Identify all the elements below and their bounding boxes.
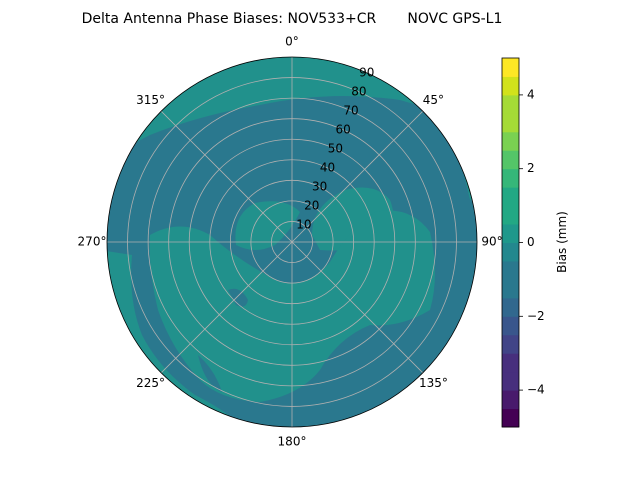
polar-grid [107, 57, 477, 427]
colorbar-tick-label: 0 [527, 235, 535, 249]
colorbar-tick-label: −4 [527, 383, 545, 397]
colorbar-band [502, 297, 519, 317]
radial-tick-label: 60 [336, 123, 351, 137]
angle-tick-label: 0° [285, 35, 299, 49]
polar-plot: 10 20 30 40 50 60 70 80 90 0° 45° 90° 135° 180° 225° 2… [78, 35, 503, 449]
angle-tick-label: 135° [419, 376, 448, 390]
colorbar-band [502, 76, 519, 96]
colorbar-band [502, 408, 519, 428]
colorbar-bands [502, 58, 519, 428]
radial-tick-label: 40 [320, 161, 335, 175]
angle-tick-label: 45° [423, 93, 444, 107]
radial-tick-label: 30 [312, 180, 327, 194]
angle-tick-label: 315° [136, 93, 165, 107]
colorbar-tick-label: −2 [527, 309, 545, 323]
grid-spoke [160, 110, 293, 243]
grid-spoke [291, 241, 424, 374]
colorbar-band [502, 113, 519, 133]
colorbar-ticks: −4 −2 0 2 4 [519, 87, 545, 397]
colorbar-band [502, 316, 519, 336]
angle-tick-label: 90° [481, 235, 502, 249]
radial-tick-label: 90 [359, 66, 374, 80]
contour-region-low [228, 288, 248, 307]
colorbar-band [502, 279, 519, 299]
colorbar: −4 −2 0 2 4 Bias (mm) [501, 57, 569, 428]
radial-tick-label: 50 [328, 142, 343, 156]
chart-title: Delta Antenna Phase Biases: NOV533+CR NO… [82, 11, 503, 27]
colorbar-band [502, 58, 519, 77]
angle-tick-label: 225° [136, 376, 165, 390]
colorbar-band [502, 187, 519, 207]
colorbar-band [502, 131, 519, 151]
contour-region-low [198, 355, 222, 392]
colorbar-label: Bias (mm) [555, 211, 569, 273]
grid-spoke [291, 110, 424, 243]
angle-tick-label: 180° [278, 435, 307, 449]
colorbar-band [502, 390, 519, 410]
radial-tick-label: 10 [296, 218, 311, 232]
grid-spoke [160, 241, 293, 374]
colorbar-band [502, 205, 519, 225]
colorbar-band [502, 371, 519, 391]
colorbar-band [502, 260, 519, 280]
contour-region-high [235, 201, 300, 250]
colorbar-band [502, 334, 519, 354]
radial-tick-label: 70 [343, 104, 358, 118]
colorbar-tick-label: 4 [527, 87, 535, 101]
polar-frame [106, 56, 478, 428]
colorbar-band [502, 242, 519, 262]
radial-tick-labels: 10 20 30 40 50 60 70 80 90 [296, 66, 374, 232]
radial-tick-label: 80 [351, 85, 366, 99]
angle-tick-label: 270° [78, 235, 107, 249]
angle-tick-labels: 0° 45° 90° 135° 180° 225° 270° 315° [78, 35, 503, 449]
colorbar-band [502, 224, 519, 243]
colorbar-band [502, 150, 519, 170]
colorbar-tick-label: 2 [527, 161, 535, 175]
radial-tick-label: 20 [304, 199, 319, 213]
colorbar-band [502, 94, 519, 114]
colorbar-band [502, 353, 519, 373]
colorbar-band [502, 168, 519, 188]
